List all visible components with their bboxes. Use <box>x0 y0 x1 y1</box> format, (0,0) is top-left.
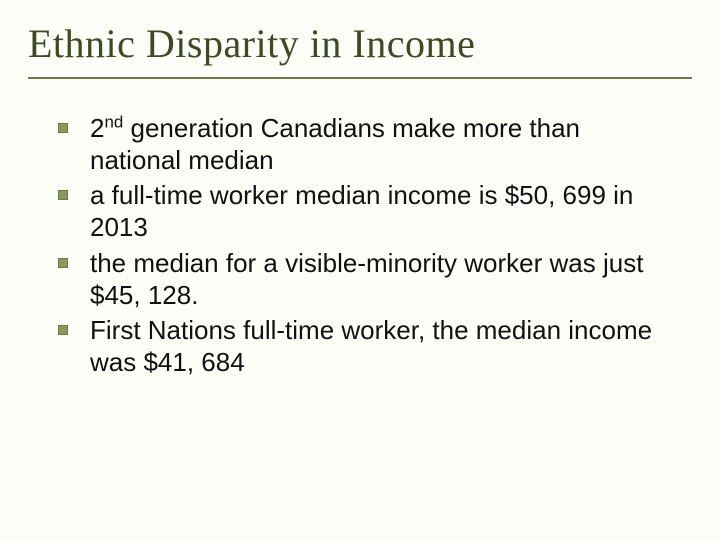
bullet-text: a full-time worker median income is $50,… <box>90 180 672 243</box>
bullet-text: 2nd generation Canadians make more than … <box>90 113 672 176</box>
bullet-text-pre: 2 <box>90 113 104 143</box>
bullet-text-sup: nd <box>104 112 123 131</box>
slide: Ethnic Disparity in Income 2nd generatio… <box>0 0 720 540</box>
list-item: the median for a visible-minority worker… <box>58 248 672 311</box>
bullet-text-pre: First Nations full-time worker, the medi… <box>90 315 652 377</box>
list-item: First Nations full-time worker, the medi… <box>58 315 672 378</box>
square-bullet-icon <box>58 258 68 268</box>
bullet-text-pre: the median for a visible-minority worker… <box>90 248 643 310</box>
bullet-text-post: generation Canadians make more than nati… <box>90 113 580 175</box>
bullet-text: the median for a visible-minority worker… <box>90 248 672 311</box>
list-item: 2nd generation Canadians make more than … <box>58 113 672 176</box>
title-underline: Ethnic Disparity in Income <box>28 20 692 79</box>
bullet-list: 2nd generation Canadians make more than … <box>28 113 692 379</box>
list-item: a full-time worker median income is $50,… <box>58 180 672 243</box>
square-bullet-icon <box>58 190 68 200</box>
square-bullet-icon <box>58 325 68 335</box>
bullet-text: First Nations full-time worker, the medi… <box>90 315 672 378</box>
square-bullet-icon <box>58 123 68 133</box>
bullet-text-pre: a full-time worker median income is $50,… <box>90 180 633 242</box>
slide-title: Ethnic Disparity in Income <box>28 20 692 67</box>
